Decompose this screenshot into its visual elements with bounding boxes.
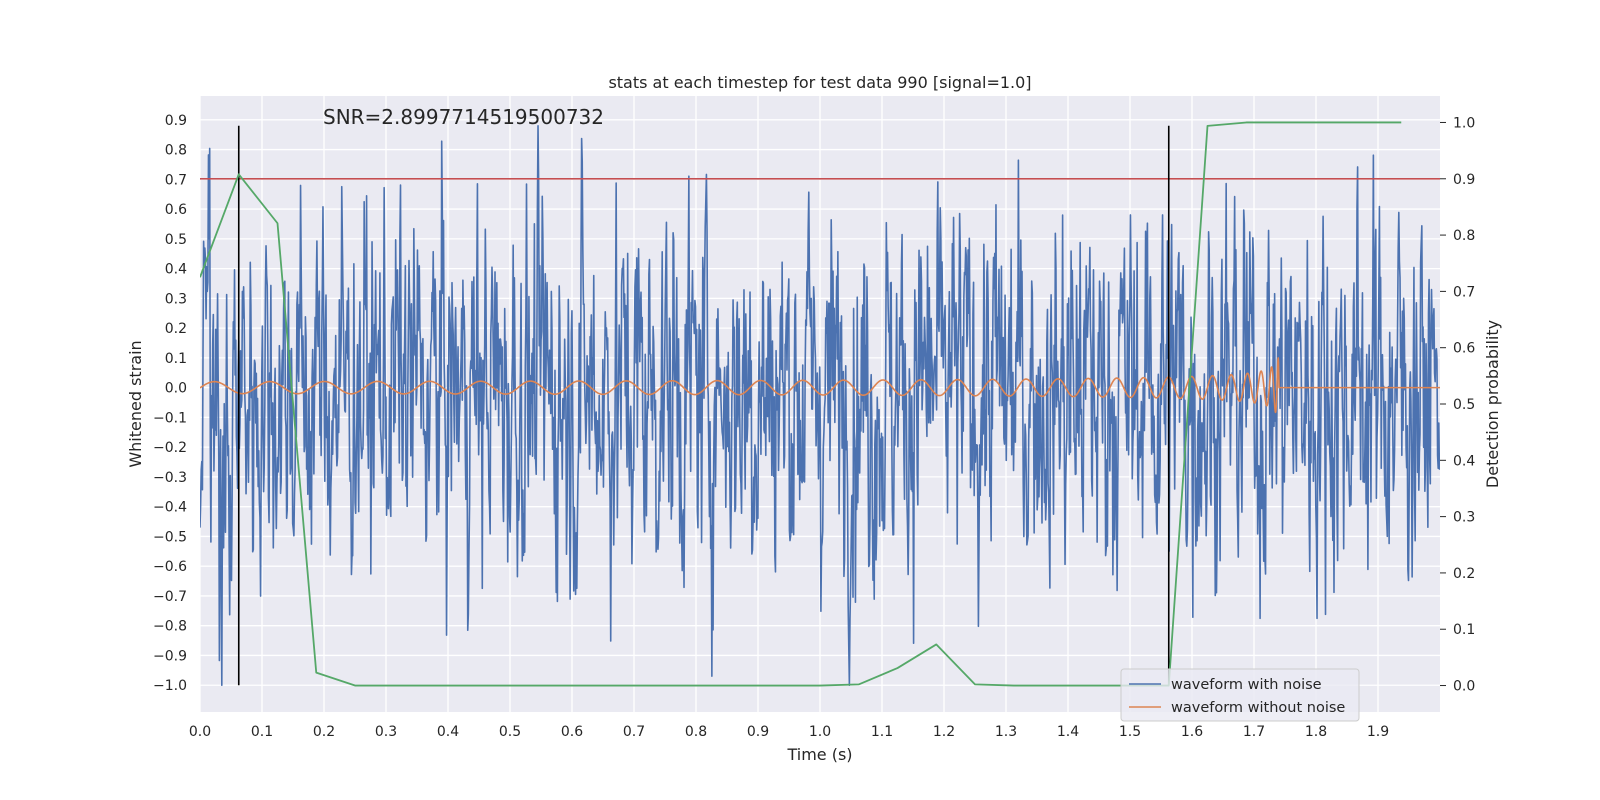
x-tick-label: 0.5 (499, 724, 521, 740)
x-tick-label: 1.6 (1181, 724, 1203, 740)
x-tick-label: 0.7 (623, 724, 645, 740)
y2-tick-label: 0.7 (1453, 284, 1475, 300)
y-tick-label: −0.2 (153, 440, 187, 456)
y-tick-label: −0.4 (153, 500, 187, 516)
x-tick-label: 0.3 (375, 724, 397, 740)
y-tick-label: 0.1 (165, 351, 187, 367)
y2-tick-label: 0.8 (1453, 228, 1475, 244)
x-tick-label: 1.5 (1119, 724, 1141, 740)
snr-annotation: SNR=2.8997714519500732 (323, 105, 604, 129)
x-tick-label: 1.1 (871, 724, 893, 740)
y2-tick-label: 0.0 (1453, 679, 1475, 695)
x-tick-label: 0.8 (685, 724, 707, 740)
y-tick-label: −0.8 (153, 619, 187, 635)
y-tick-label: 0.8 (165, 143, 187, 159)
y-tick-label: 0.5 (165, 232, 187, 248)
x-tick-label: 1.2 (933, 724, 955, 740)
y-tick-label: −0.7 (153, 589, 187, 605)
y2-axis-ticks: 0.0 0.1 0.2 0.3 0.4 0.5 0.6 0.7 0.8 0.9 1.0 (1440, 115, 1475, 695)
y2-axis-label: Detection probability (1483, 320, 1502, 488)
y-tick-label: −1.0 (153, 678, 187, 694)
y-tick-label: −0.5 (153, 529, 187, 545)
legend-label-waveform-without-noise: waveform without noise (1171, 700, 1345, 716)
x-axis-ticks: 0.0 0.1 0.2 0.3 0.4 0.5 0.6 0.7 0.8 0.9 1.0 1.1 1.2 1… (189, 724, 1389, 740)
y2-tick-label: 1.0 (1453, 115, 1475, 131)
x-tick-label: 0.4 (437, 724, 459, 740)
x-tick-label: 0.0 (189, 724, 211, 740)
y-tick-label: 0.0 (165, 381, 187, 397)
y2-tick-label: 0.9 (1453, 172, 1475, 188)
series-line-detection-probability (200, 121, 1402, 687)
y2-tick-label: 0.4 (1453, 453, 1475, 469)
y2-tick-label: 0.3 (1453, 510, 1475, 526)
y-tick-label: −0.3 (153, 470, 187, 486)
x-tick-label: 0.2 (313, 724, 335, 740)
y2-tick-label: 0.5 (1453, 397, 1475, 413)
y-tick-label: −0.6 (153, 559, 187, 575)
x-tick-label: 1.3 (995, 724, 1017, 740)
y2-tick-label: 0.6 (1453, 341, 1475, 357)
x-tick-label: 1.4 (1057, 724, 1079, 740)
y-tick-label: −0.9 (153, 648, 187, 664)
series-line-waveform-without-noise (200, 357, 1440, 414)
chart-title: stats at each timestep for test data 990… (608, 73, 1031, 92)
series-line-waveform-with-noise (200, 124, 1440, 687)
x-tick-label: 1.8 (1305, 724, 1327, 740)
x-tick-label: 0.6 (561, 724, 583, 740)
x-axis-label: Time (s) (786, 745, 852, 764)
x-tick-label: 1.7 (1243, 724, 1265, 740)
y-tick-label: −0.1 (153, 410, 187, 426)
y-tick-label: 0.4 (165, 262, 187, 278)
x-tick-label: 0.9 (747, 724, 769, 740)
y-tick-label: 0.9 (165, 113, 187, 129)
x-tick-label: 0.1 (251, 724, 273, 740)
legend: waveform with noise waveform without noi… (1120, 668, 1360, 722)
y2-tick-label: 0.2 (1453, 566, 1475, 582)
y-tick-label: 0.7 (165, 172, 187, 188)
y-tick-label: 0.6 (165, 202, 187, 218)
y-axis-ticks: −1.0 −0.9 −0.8 −0.7 −0.6 −0.5 −0.4 −0.3 −0.2 −0.1… (153, 113, 187, 694)
vertical-markers (237, 125, 1170, 686)
legend-box (1120, 668, 1360, 722)
y-axis-label: Whitened strain (126, 340, 145, 467)
legend-label-waveform-with-noise: waveform with noise (1171, 677, 1322, 693)
y2-tick-label: 0.1 (1453, 622, 1475, 638)
y-tick-label: 0.2 (165, 321, 187, 337)
y-tick-label: 0.3 (165, 291, 187, 307)
x-tick-label: 1.0 (809, 724, 831, 740)
x-tick-label: 1.9 (1367, 724, 1389, 740)
